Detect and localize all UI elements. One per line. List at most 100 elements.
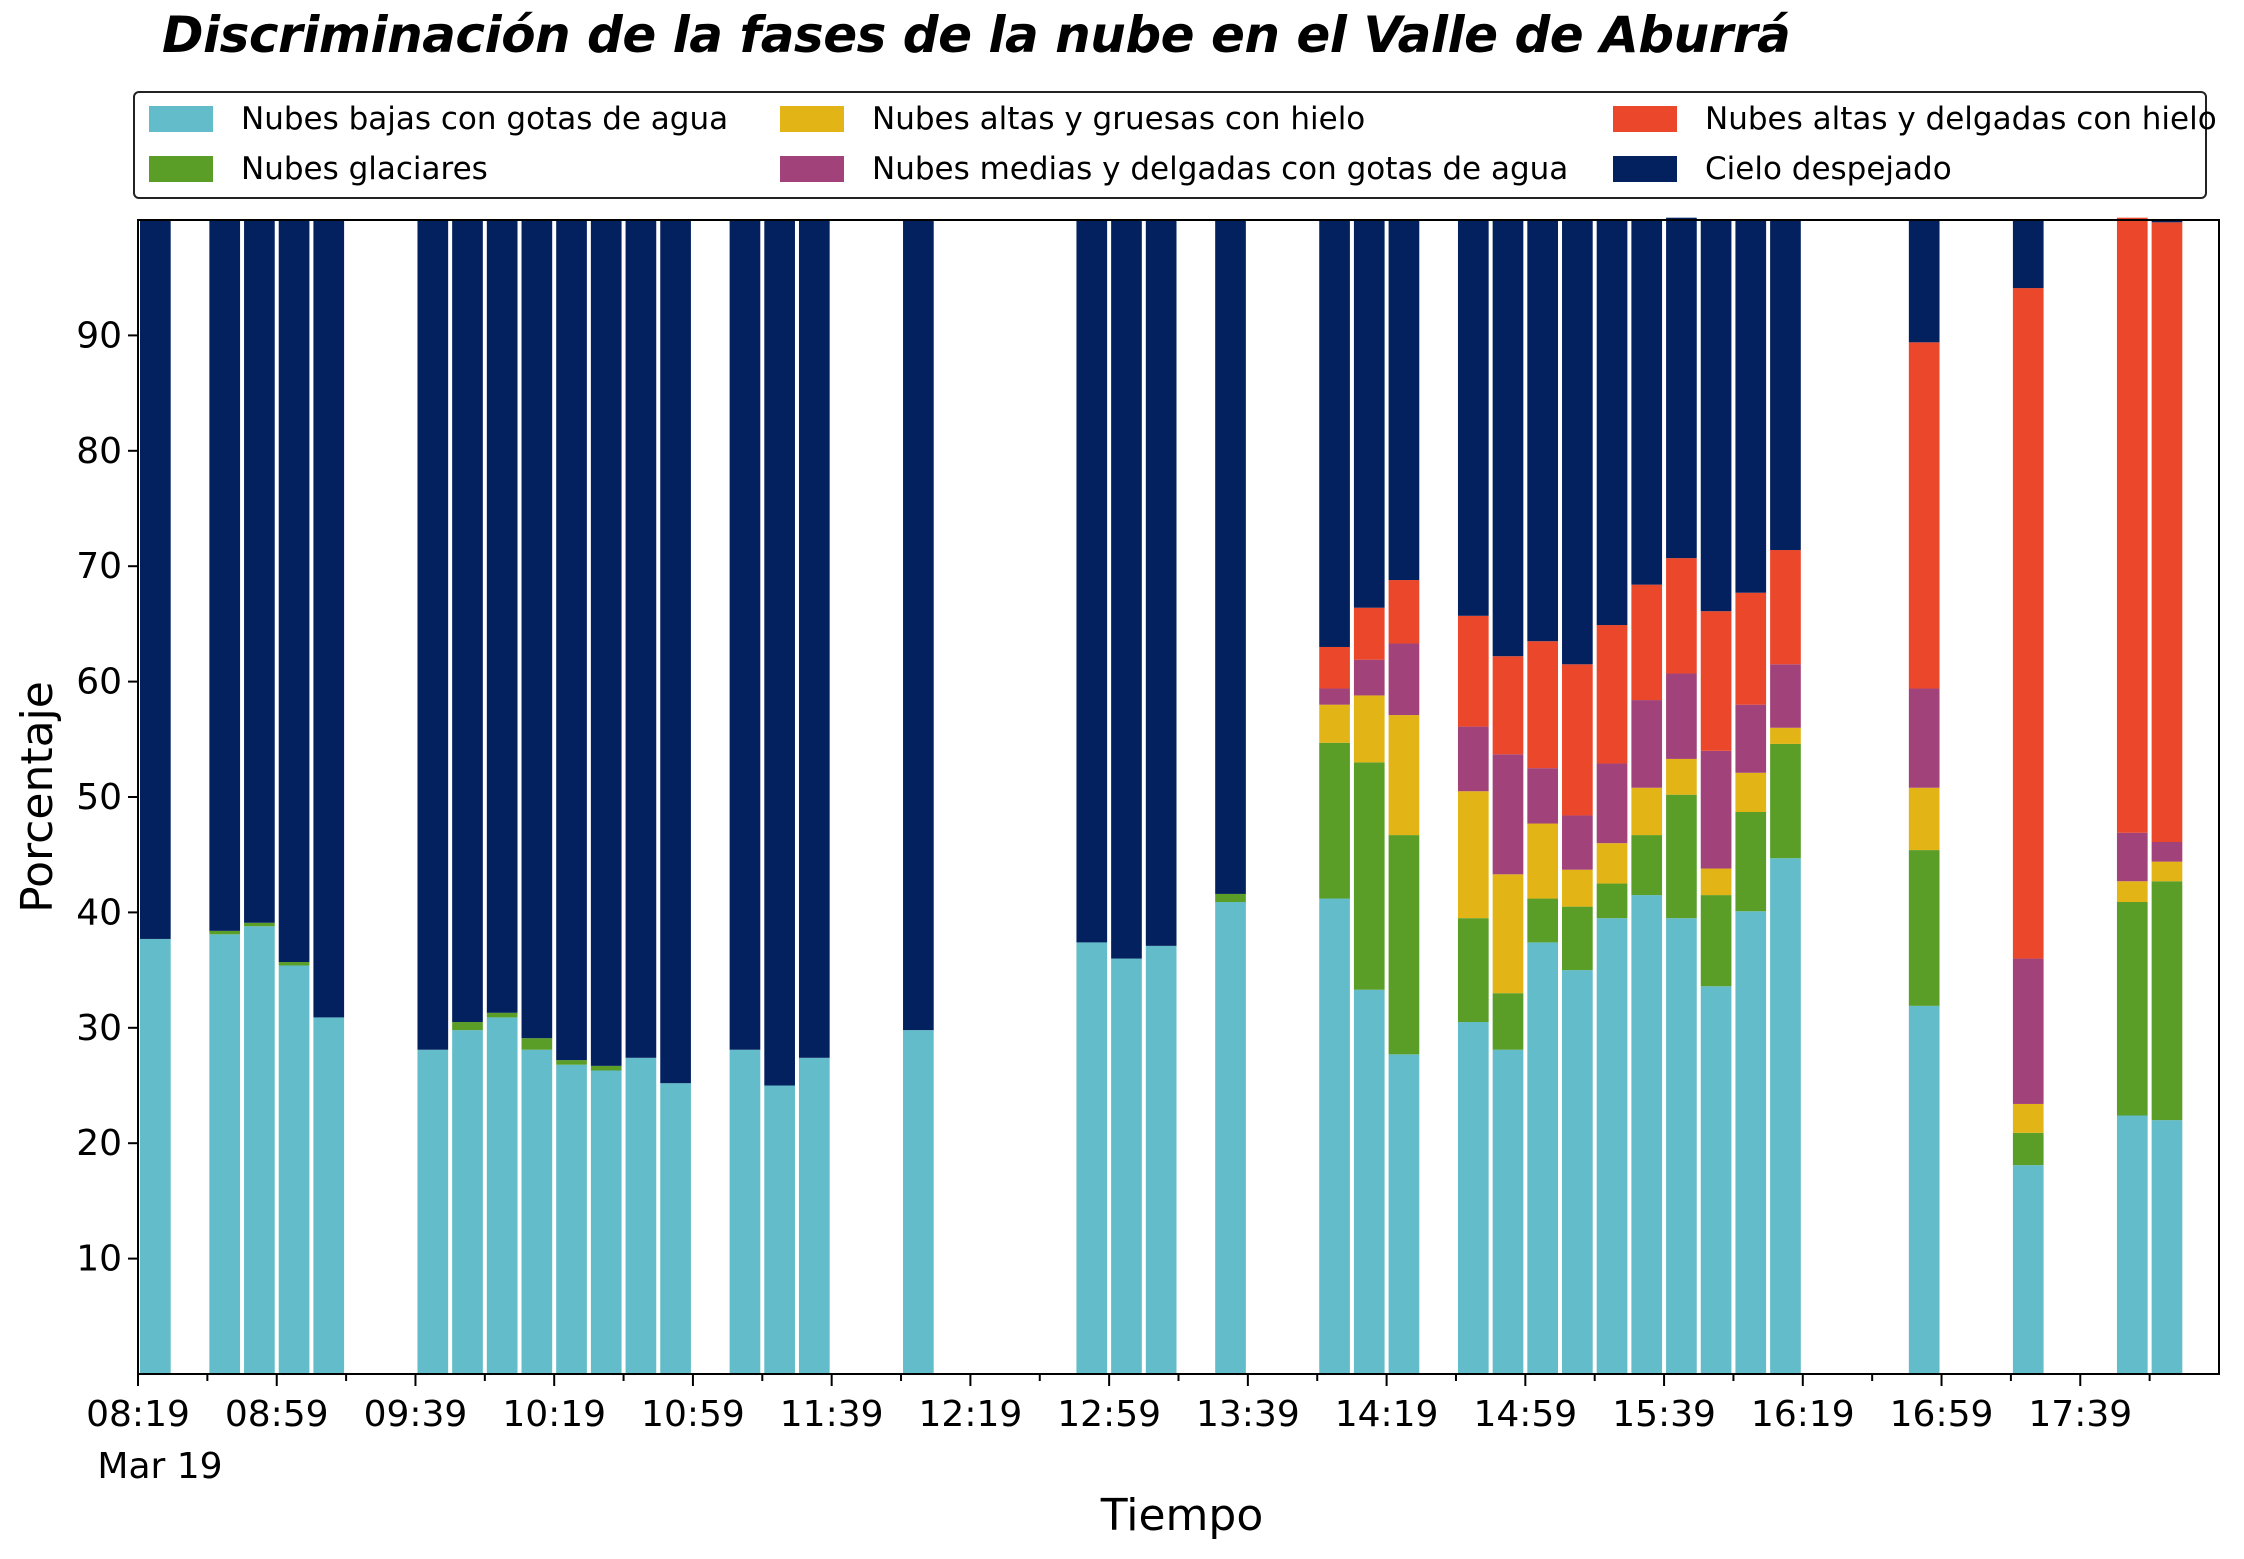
- bar-segment: [1596, 918, 1628, 1374]
- bar-segment: [1908, 688, 1940, 788]
- y-tick-label: 30: [76, 1008, 122, 1049]
- bar-segment: [1388, 220, 1420, 581]
- bar-segment: [1319, 704, 1350, 743]
- legend-swatch: [780, 106, 844, 132]
- bar-segment: [764, 220, 795, 1086]
- bar-segment: [1666, 217, 1697, 559]
- bar-segment: [1770, 550, 1801, 665]
- bar-segment: [1908, 1005, 1940, 1374]
- bar-segment: [140, 220, 171, 939]
- bar-segment: [1562, 970, 1593, 1374]
- x-tick-label: 12:59: [1057, 1394, 1161, 1435]
- bar-segment: [1631, 787, 1663, 836]
- bar-segment: [1111, 220, 1142, 959]
- legend-item: Nubes glaciares: [149, 151, 488, 187]
- bar-segment: [244, 926, 275, 1374]
- bar-segment: [1631, 835, 1663, 896]
- bar-segment: [1492, 874, 1524, 994]
- x-tick-label: 14:59: [1473, 1394, 1577, 1435]
- bar-segment: [1388, 715, 1420, 836]
- bar-segment: [1145, 220, 1177, 946]
- x-tick-label: 16:19: [1751, 1394, 1855, 1435]
- bar-segment: [1700, 611, 1732, 751]
- bar-segment: [1527, 898, 1559, 943]
- bar-segment: [1735, 220, 1767, 593]
- bar-segment: [1319, 646, 1350, 689]
- y-tick-label: 70: [76, 546, 122, 587]
- plot-frame: [137, 219, 2220, 1375]
- y-axis-title: Porcentaje: [12, 681, 63, 913]
- bar-segment: [729, 220, 761, 1050]
- bar-segment: [1596, 843, 1628, 884]
- bar-segment: [1388, 643, 1420, 716]
- bar-segment: [590, 1065, 622, 1071]
- bar-segment: [625, 1057, 657, 1374]
- bar-segment: [1700, 750, 1732, 869]
- bar-segment: [1111, 958, 1142, 1374]
- bar-segment: [2151, 881, 2183, 1121]
- bar-segment: [1215, 220, 1246, 894]
- bar-segment: [556, 220, 587, 1061]
- bar-segment: [1908, 787, 1940, 851]
- x-tick-label: 10:59: [641, 1394, 745, 1435]
- bar-segment: [209, 930, 241, 935]
- bar-segment: [1353, 659, 1385, 696]
- bar-segment: [660, 1083, 691, 1374]
- legend-swatch: [780, 156, 844, 182]
- bar-segment: [1666, 558, 1697, 674]
- legend-label: Nubes medias y delgadas con gotas de agu…: [872, 151, 1569, 187]
- bar-segment: [590, 220, 622, 1066]
- bar-segment: [764, 1085, 795, 1374]
- x-tick-date: Mar 19: [97, 1446, 222, 1487]
- legend-label: Nubes altas y gruesas con hielo: [872, 101, 1366, 137]
- bar-segment: [1562, 815, 1593, 870]
- bar-segment: [278, 220, 310, 963]
- bar-segment: [140, 938, 171, 1374]
- x-tick-label: 17:39: [2028, 1394, 2132, 1435]
- bar-segment: [1492, 220, 1524, 657]
- bar-segment: [278, 965, 310, 1374]
- bar-segment: [1735, 592, 1767, 705]
- bar-segment: [1353, 220, 1385, 608]
- bar-segment: [2012, 1103, 2044, 1133]
- bar-segment: [2151, 222, 2183, 843]
- bar-segment: [313, 1017, 345, 1374]
- bar-segment: [1215, 893, 1246, 903]
- bar-segment: [1562, 664, 1593, 816]
- bar-segment: [1562, 869, 1593, 907]
- legend-label: Cielo despejado: [1705, 151, 1952, 187]
- bar-segment: [1700, 868, 1732, 896]
- bar-segment: [1735, 772, 1767, 813]
- bar-segment: [556, 1064, 587, 1374]
- y-tick-label: 20: [76, 1123, 122, 1164]
- bar-segment: [1631, 220, 1663, 585]
- bar-segment: [313, 220, 345, 1018]
- bar-segment: [1076, 220, 1108, 943]
- legend-item: Nubes altas y delgadas con hielo: [1613, 101, 2217, 137]
- x-tick-label: 09:39: [364, 1394, 468, 1435]
- bar-segment: [1527, 823, 1559, 899]
- bar-segment: [798, 220, 830, 1058]
- bar-segment: [1770, 743, 1801, 859]
- bar-segment: [1319, 898, 1350, 1374]
- legend-label: Nubes glaciares: [241, 151, 488, 187]
- bar-segment: [1666, 794, 1697, 919]
- bar-segment: [1596, 883, 1628, 919]
- bars-layer: [140, 217, 2183, 1374]
- x-axis: 08:19 08:59 09:39 10:19 10:59 11:39 12:19 12:59…: [86, 1374, 2151, 1487]
- bar-segment: [1353, 762, 1385, 990]
- bar-segment: [1457, 918, 1489, 1023]
- bar-segment: [1492, 993, 1524, 1050]
- bar-segment: [1457, 791, 1489, 919]
- bar-segment: [1076, 942, 1108, 1374]
- legend-label: Nubes altas y delgadas con hielo: [1705, 101, 2217, 137]
- legend-swatch: [1613, 106, 1677, 132]
- bar-segment: [1527, 641, 1559, 769]
- bar-segment: [1457, 1022, 1489, 1374]
- bar-segment: [1353, 607, 1385, 660]
- bar-segment: [417, 220, 449, 1050]
- bar-segment: [1319, 220, 1350, 647]
- bar-segment: [278, 962, 310, 966]
- y-axis: 10 20 30 40 50 60 70 80 90: [76, 315, 138, 1280]
- bar-segment: [1666, 918, 1697, 1374]
